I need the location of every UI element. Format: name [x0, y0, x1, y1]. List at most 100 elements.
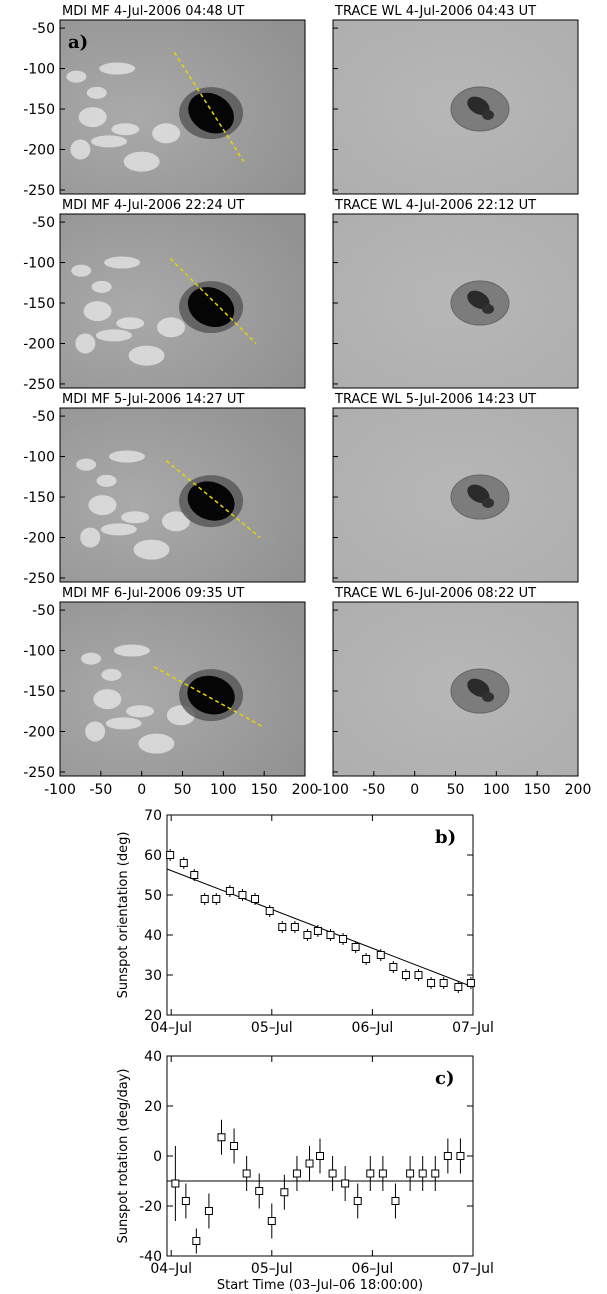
data-point — [280, 1188, 289, 1197]
plage-patch — [66, 70, 87, 83]
plage-patch — [91, 280, 112, 293]
data-point — [339, 935, 348, 943]
plage-patch — [96, 474, 117, 487]
x-tick-label: 100 — [210, 782, 237, 798]
panel-tag: c) — [435, 1068, 454, 1089]
plage-patch — [138, 733, 175, 754]
x-tick-label: 06–Jul — [352, 1020, 394, 1036]
data-point — [225, 887, 234, 895]
plage-patch — [100, 523, 137, 536]
mdi-magnetogram-image — [59, 407, 306, 583]
plage-patch — [123, 151, 160, 172]
plage-patch — [80, 527, 101, 548]
plage-patch — [76, 458, 97, 471]
panel-frame — [59, 213, 306, 389]
sunspot-umbra — [467, 290, 490, 309]
orientation-line — [165, 460, 261, 539]
data-point — [204, 1207, 213, 1215]
data-point — [326, 931, 335, 939]
data-point — [251, 895, 260, 903]
data-point — [378, 1169, 387, 1178]
plage-patch — [126, 705, 155, 718]
plage-patch — [101, 668, 122, 681]
mdi-magnetogram-image — [59, 19, 306, 195]
sunspot-umbra — [467, 96, 490, 115]
data-point — [366, 1169, 375, 1178]
trace-whitelight-image — [332, 407, 579, 583]
y-tick-label: 20 — [144, 1099, 162, 1115]
data-point — [466, 979, 475, 987]
x-tick-label: -100 — [317, 782, 349, 798]
y-tick-label: -250 — [23, 377, 55, 393]
sunspot-umbra — [482, 498, 494, 509]
panel-frame — [332, 407, 579, 583]
plage-patch — [104, 256, 141, 269]
data-point — [292, 1169, 301, 1178]
y-tick-label: 30 — [144, 968, 162, 984]
sunspot-umbra — [467, 484, 490, 503]
y-axis-title: Sunspot rotation (deg/day) — [116, 1069, 131, 1244]
data-point — [265, 907, 274, 915]
y-tick-label: 60 — [144, 848, 162, 864]
sunspot-umbra — [187, 481, 235, 521]
sunspot-umbra — [482, 692, 494, 703]
plage-patch — [111, 123, 140, 136]
panel-frame — [332, 19, 579, 195]
rotation-plot: -40 -20 0 20 40 04–Jul 05–Jul 06–Jul 07–Jul Sunsp… — [116, 1049, 494, 1293]
trace-whitelight-image — [332, 19, 579, 195]
panel-frame — [59, 407, 306, 583]
y-tick-label: 40 — [144, 928, 162, 944]
plage-patch — [116, 317, 145, 330]
y-tick-label: -100 — [23, 450, 55, 466]
data-point — [418, 1169, 427, 1178]
y-tick-label: -200 — [23, 724, 55, 740]
data-point — [305, 1159, 314, 1168]
right-panel-title: TRACE WL 4-Jul-2006 22:12 UT — [334, 198, 536, 213]
data-point — [200, 895, 209, 903]
plage-patch — [78, 107, 107, 128]
right-panel-title: TRACE WL 6-Jul-2006 08:22 UT — [334, 586, 536, 601]
data-point — [316, 1152, 324, 1160]
plage-patch — [121, 511, 150, 524]
orientation-plot: 20 30 40 50 60 70 04–Jul 05–Jul 06–Jul 07–Jul Suns… — [116, 808, 494, 1036]
x-tick-label: -50 — [89, 782, 112, 798]
data-point — [431, 1169, 440, 1178]
data-point — [313, 927, 322, 935]
data-point — [456, 1152, 465, 1160]
y-tick-label: -150 — [23, 102, 55, 118]
y-tick-label: 20 — [144, 1008, 162, 1024]
data-point — [166, 851, 175, 859]
x-tick-label: 150 — [524, 782, 551, 798]
plage-patch — [161, 511, 190, 532]
right-panel-title: TRACE WL 5-Jul-2006 14:23 UT — [334, 392, 536, 407]
y-tick-label: -40 — [139, 1249, 162, 1265]
x-tick-label: 0 — [137, 782, 146, 798]
orientation-line — [169, 257, 257, 345]
data-point — [427, 979, 436, 987]
sunspot-umbra — [188, 92, 234, 134]
panel-tag-a: a) — [68, 32, 88, 53]
y-tick-label: 70 — [144, 808, 162, 824]
data-point — [443, 1152, 452, 1160]
y-tick-label: -150 — [23, 684, 55, 700]
y-tick-label: -250 — [23, 765, 55, 781]
panel-frame — [59, 19, 306, 195]
x-tick-label: 50 — [447, 782, 465, 798]
plage-patch — [128, 345, 165, 366]
plage-patch — [70, 139, 91, 160]
x-tick-label: 04–Jul — [150, 1020, 192, 1036]
plage-patch — [108, 450, 145, 463]
data-point — [171, 1179, 180, 1188]
x-tick-label: 50 — [174, 782, 192, 798]
y-tick-label: -250 — [23, 571, 55, 587]
sunspot-umbra — [467, 678, 490, 697]
plage-patch — [83, 301, 112, 322]
x-tick-label: 150 — [251, 782, 278, 798]
right-panel-title: TRACE WL 4-Jul-2006 04:43 UT — [334, 4, 536, 19]
x-tick-label: 05–Jul — [251, 1020, 293, 1036]
x-tick-label: 0 — [410, 782, 419, 798]
data-point — [303, 931, 312, 939]
data-point — [217, 1133, 226, 1142]
plot-frame — [166, 814, 474, 1016]
y-tick-label: -20 — [139, 1199, 162, 1215]
